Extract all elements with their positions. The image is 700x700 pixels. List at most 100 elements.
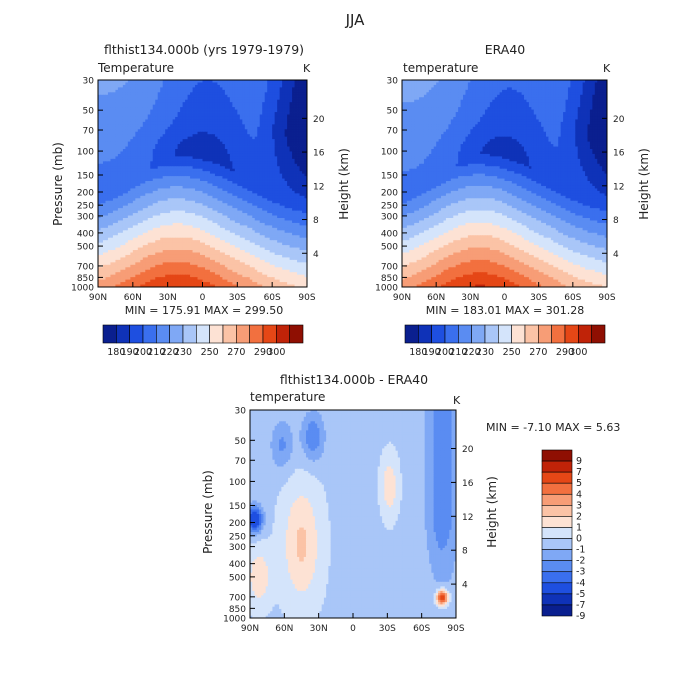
contour-cell (214, 168, 218, 172)
contour-cell (160, 213, 164, 216)
contour-cell (214, 178, 218, 182)
contour-cell (214, 198, 218, 202)
contour-cell (102, 80, 106, 83)
contour-cell (202, 168, 206, 172)
contour-cell (175, 104, 179, 108)
contour-cell (175, 181, 179, 184)
contour-cell (299, 178, 303, 182)
contour-cell (284, 166, 288, 170)
contour-cell (304, 183, 308, 187)
contour-cell (279, 158, 283, 162)
contour-cell (147, 193, 151, 197)
contour-cell (157, 183, 161, 187)
contour-cell (267, 195, 271, 199)
contour-cell (170, 156, 174, 160)
contour-cell (122, 185, 126, 189)
contour-cell (195, 198, 198, 202)
contour-cell (132, 129, 136, 133)
contour-cell (222, 210, 226, 214)
contour-cell (202, 104, 206, 108)
contour-cell (214, 109, 218, 113)
contour-cell (102, 82, 106, 86)
contour-cell (229, 218, 233, 221)
contour-cell (224, 183, 228, 187)
contour-cell (274, 181, 278, 184)
contour-cell (217, 102, 221, 106)
contour-cell (112, 141, 116, 145)
contour-cell (167, 80, 171, 83)
contour-cell (130, 193, 134, 197)
contour-cell (237, 222, 241, 226)
contour-cell (257, 149, 261, 152)
contour-cell (227, 185, 231, 189)
contour-cell (264, 139, 268, 142)
contour-cell (302, 144, 305, 147)
contour-cell (137, 163, 141, 167)
contour-cell (232, 173, 236, 177)
contour-cell (125, 80, 129, 83)
contour-cell (209, 205, 213, 209)
contour-cell (162, 225, 166, 229)
contour-cell (160, 222, 164, 226)
contour-cell (112, 198, 116, 202)
contour-cell (229, 173, 233, 177)
contour-cell (207, 195, 211, 199)
contour-cell (272, 176, 276, 179)
contour-cell (195, 215, 198, 219)
contour-cell (165, 104, 169, 108)
contour-cell (242, 141, 246, 145)
contour-cell (224, 190, 228, 194)
contour-cell (207, 80, 211, 83)
contour-cell (207, 156, 211, 160)
contour-cell (242, 97, 246, 101)
contour-cell (262, 168, 266, 172)
contour-cell (110, 163, 114, 167)
contour-cell (249, 193, 253, 197)
contour-cell (224, 104, 228, 108)
contour-cell (200, 82, 203, 86)
contour-cell (272, 153, 276, 157)
contour-cell (234, 178, 238, 182)
contour-cell (157, 92, 161, 96)
contour-cell (234, 104, 238, 108)
contour-cell (142, 121, 146, 125)
contour-cell (130, 178, 134, 182)
contour-cell (140, 82, 144, 86)
contour-cell (207, 114, 211, 118)
contour-cell (105, 153, 109, 157)
contour-cell (200, 134, 203, 138)
contour-cell (272, 161, 276, 165)
contour-cell (282, 195, 286, 199)
contour-cell (167, 107, 171, 110)
contour-cell (224, 163, 228, 167)
contour-cell (105, 134, 109, 138)
contour-cell (217, 183, 221, 187)
contour-cell (177, 205, 181, 209)
contour-cell (177, 156, 181, 160)
contour-cell (234, 218, 238, 221)
contour-cell (120, 176, 124, 179)
contour-cell (252, 198, 256, 202)
contour-cell (137, 104, 141, 108)
contour-cell (160, 153, 164, 157)
contour-cell (155, 218, 159, 221)
contour-cell (282, 153, 286, 157)
contour-cell (157, 119, 161, 123)
contour-cell (137, 218, 141, 221)
contour-cell (254, 121, 258, 125)
contour-cell (219, 198, 223, 202)
contour-cell (234, 171, 238, 175)
contour-cell (177, 171, 181, 175)
contour-cell (127, 200, 131, 204)
contour-cell (98, 112, 101, 115)
contour-cell (110, 119, 114, 123)
contour-cell (162, 107, 166, 110)
contour-cell (284, 89, 288, 93)
contour-cell (252, 89, 256, 93)
contour-cell (162, 146, 166, 150)
contour-cell (252, 171, 256, 175)
contour-cell (177, 168, 181, 172)
contour-cell (180, 141, 183, 145)
contour-cell (219, 149, 223, 152)
contour-cell (299, 107, 303, 110)
